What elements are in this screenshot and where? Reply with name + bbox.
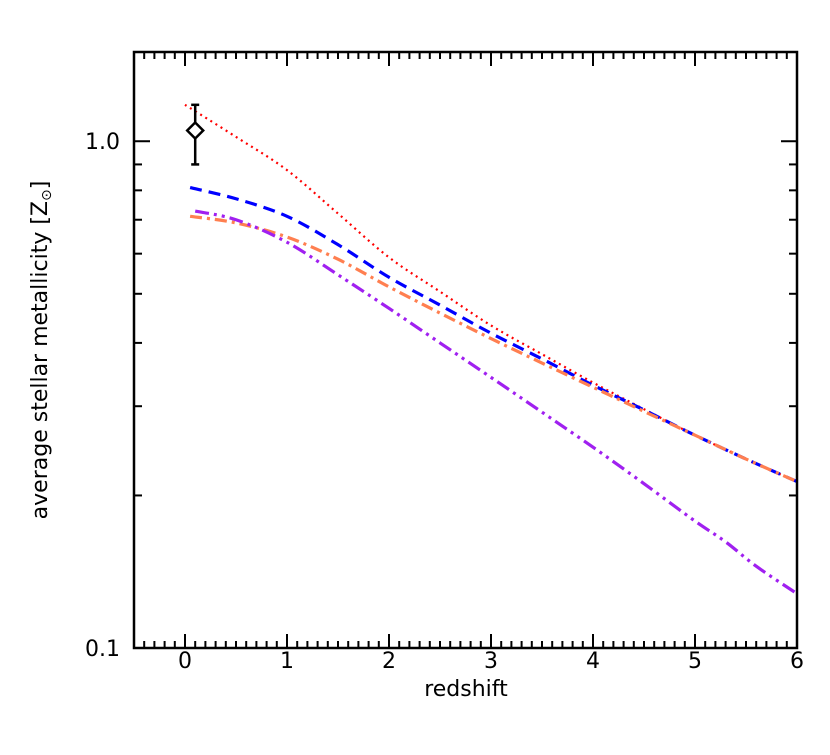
y-axis-label: average stellar metallicity [Z⊙] xyxy=(28,181,55,520)
series-blue-dashed xyxy=(189,186,798,484)
plot-series xyxy=(184,103,798,595)
x-axis-label: redshift xyxy=(424,677,508,702)
observation-points xyxy=(185,103,205,166)
y-tick-label: 0.1 xyxy=(85,637,120,662)
sun-symbol: ⊙ xyxy=(39,189,55,201)
x-tick-label: 1 xyxy=(280,649,294,674)
series-orange-dash-dot xyxy=(189,214,798,484)
x-tick-labels: 0 1 2 3 4 5 6 xyxy=(178,649,804,674)
x-tick-label: 6 xyxy=(790,649,804,674)
x-tick-label: 0 xyxy=(178,649,192,674)
series-purple-dash-dot-dot xyxy=(194,209,798,595)
axis-ticks xyxy=(133,52,798,649)
y-tick-label: 1.0 xyxy=(85,130,120,155)
plot-frame xyxy=(132,50,799,650)
y-tick-labels: 0.1 1.0 xyxy=(85,130,120,662)
x-tick-label: 3 xyxy=(484,649,498,674)
diamond-marker-icon xyxy=(185,120,205,141)
x-tick-label: 4 xyxy=(586,649,600,674)
x-tick-label: 2 xyxy=(382,649,396,674)
series-red-dotted xyxy=(184,103,798,483)
x-tick-label: 5 xyxy=(688,649,702,674)
